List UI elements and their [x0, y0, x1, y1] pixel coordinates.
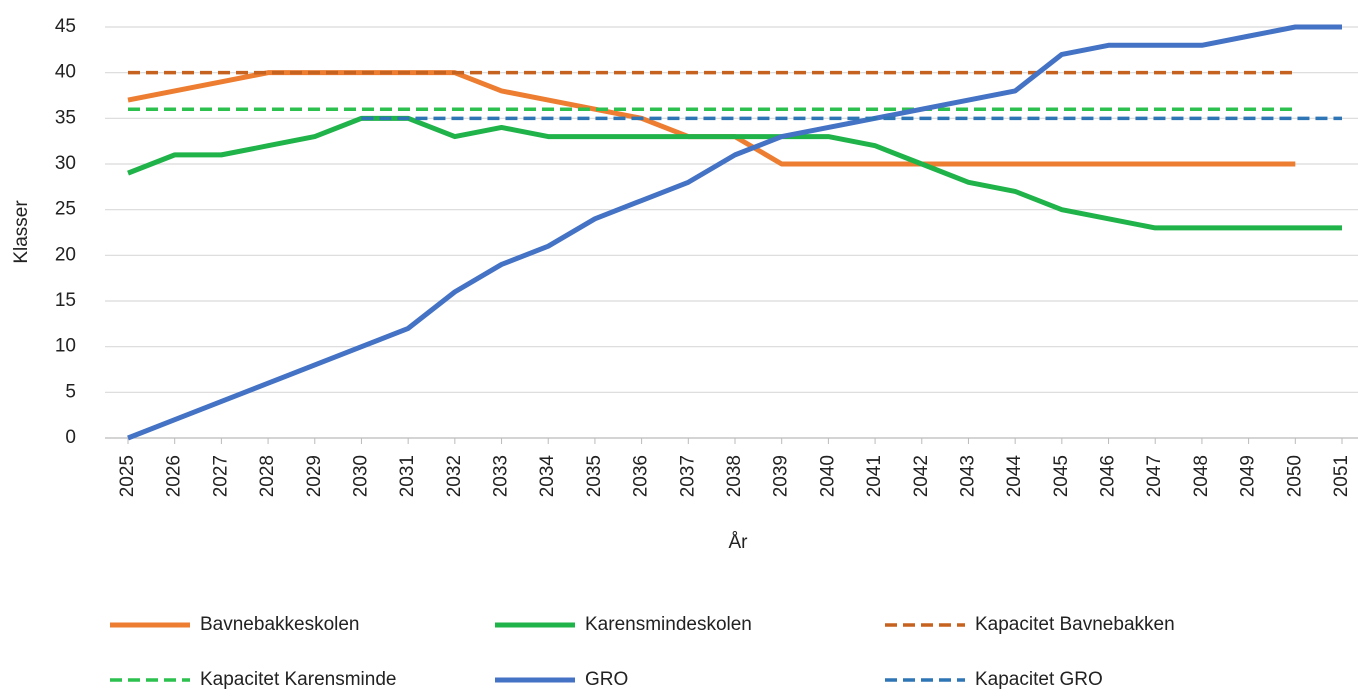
- x-tick-label: 2049: [1238, 455, 1259, 497]
- x-tick-label: 2030: [350, 455, 371, 497]
- legend-label: Kapacitet Bavnebakken: [975, 614, 1175, 635]
- x-tick-label: 2044: [1004, 455, 1025, 498]
- x-tick-label: 2041: [864, 455, 885, 497]
- y-tick-label: 5: [65, 381, 76, 402]
- x-tick-label: 2031: [397, 455, 418, 497]
- x-tick-label: 2032: [444, 455, 465, 497]
- legend-label: Kapacitet GRO: [975, 669, 1103, 690]
- x-tick-label: 2025: [117, 455, 138, 497]
- x-tick-label: 2026: [164, 455, 185, 497]
- y-tick-label: 0: [65, 427, 76, 448]
- y-tick-label: 20: [55, 244, 76, 265]
- x-tick-label: 2034: [537, 455, 558, 498]
- x-tick-label: 2039: [771, 455, 792, 497]
- x-tick-label: 2040: [817, 455, 838, 497]
- x-tick-label: 2033: [491, 455, 512, 497]
- x-tick-label: 2042: [911, 455, 932, 497]
- x-tick-label: 2046: [1098, 455, 1119, 497]
- x-tick-label: 2043: [957, 455, 978, 497]
- series-line: [127, 115, 1342, 231]
- y-tick-label: 35: [55, 107, 76, 128]
- y-tick-label: 40: [55, 62, 76, 83]
- y-tick-label: 10: [55, 336, 76, 357]
- legend-label: Kapacitet Karensminde: [200, 669, 396, 690]
- x-tick-label: 2028: [257, 455, 278, 497]
- x-tick-label: 2037: [677, 455, 698, 497]
- legend-label: Karensmindeskolen: [585, 614, 752, 635]
- legend-label: Bavnebakkeskolen: [200, 614, 360, 635]
- x-tick-label: 2051: [1331, 455, 1352, 497]
- x-tick-label: 2027: [210, 455, 231, 497]
- y-axis-title: Klasser: [11, 200, 32, 264]
- y-tick-label: 25: [55, 199, 76, 220]
- y-tick-label: 15: [55, 290, 76, 311]
- x-tick-label: 2038: [724, 455, 745, 497]
- y-tick-label: 30: [55, 153, 76, 174]
- legend-label: GRO: [585, 669, 628, 690]
- x-tick-label: 2048: [1191, 455, 1212, 497]
- x-tick-label: 2050: [1284, 455, 1305, 497]
- series-line: [127, 24, 1342, 441]
- x-tick-label: 2047: [1144, 455, 1165, 497]
- x-tick-label: 2036: [631, 455, 652, 497]
- x-tick-label: 2029: [304, 455, 325, 497]
- x-tick-label: 2035: [584, 455, 605, 497]
- x-tick-label: 2045: [1051, 455, 1072, 497]
- x-axis-title: År: [729, 532, 749, 553]
- y-tick-label: 45: [55, 16, 76, 37]
